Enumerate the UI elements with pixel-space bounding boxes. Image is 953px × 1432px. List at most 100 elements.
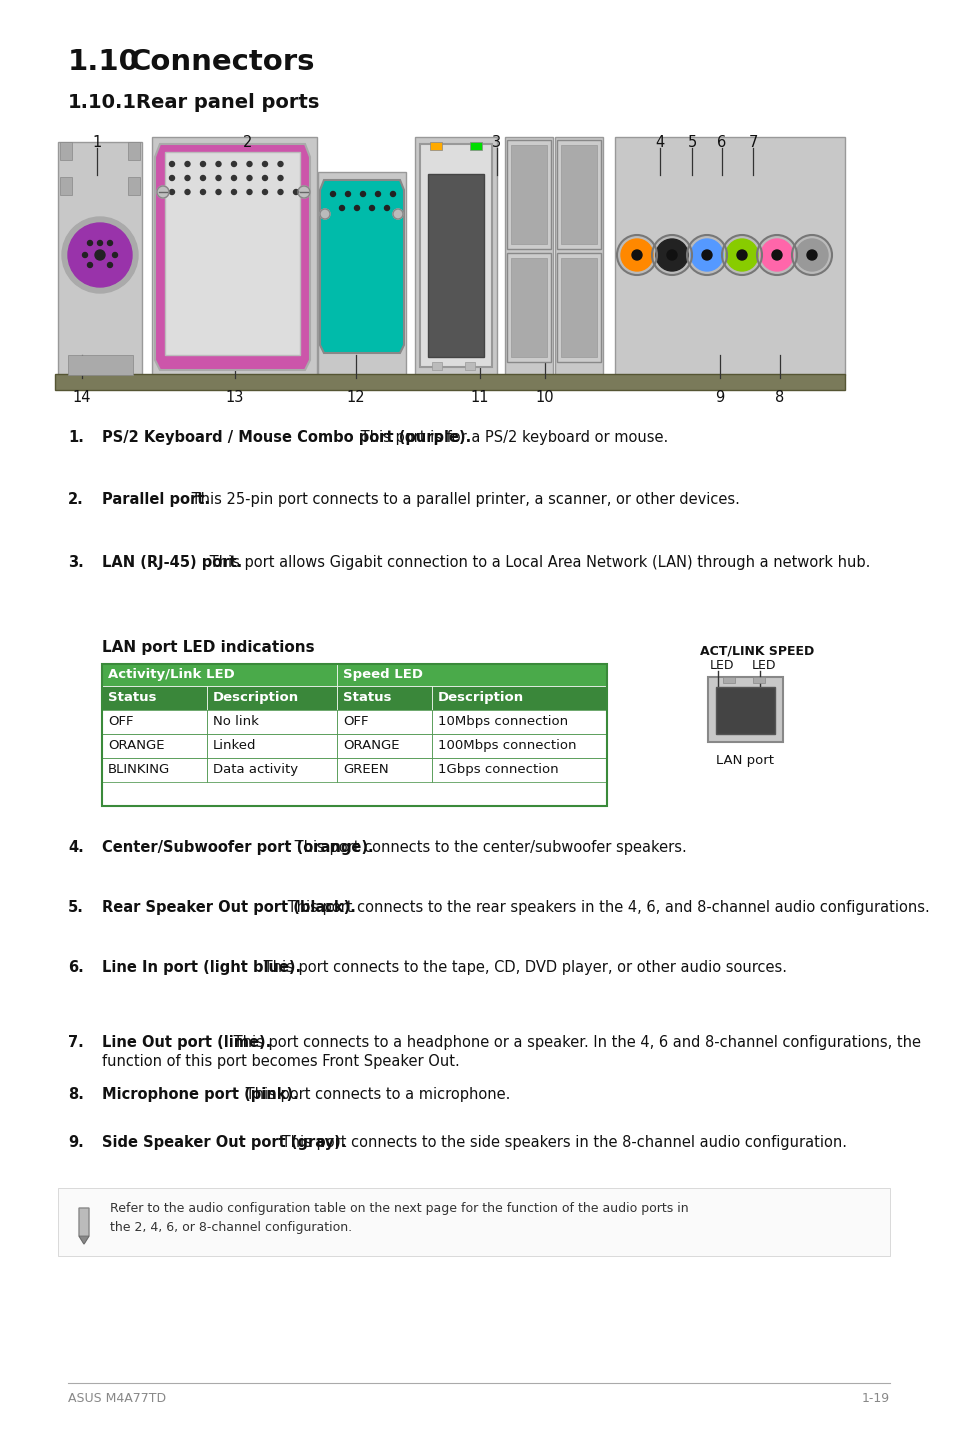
Text: 12: 12 <box>346 390 365 405</box>
Bar <box>317 172 406 375</box>
Bar <box>415 137 497 375</box>
Bar <box>58 142 142 375</box>
Bar <box>336 664 606 686</box>
Circle shape <box>262 189 267 195</box>
Bar <box>102 735 207 758</box>
Circle shape <box>666 251 677 261</box>
Circle shape <box>170 162 174 166</box>
Circle shape <box>721 235 761 275</box>
Text: the 2, 4, 6, or 8-channel configuration.: the 2, 4, 6, or 8-channel configuration. <box>110 1221 352 1234</box>
Bar <box>432 735 606 758</box>
Bar <box>102 664 336 686</box>
Circle shape <box>360 192 365 196</box>
Text: ACT/LINK SPEED: ACT/LINK SPEED <box>700 644 814 657</box>
Circle shape <box>170 176 174 180</box>
Circle shape <box>277 189 283 195</box>
Circle shape <box>757 235 796 275</box>
Circle shape <box>262 176 267 180</box>
Text: Rear Speaker Out port (black).: Rear Speaker Out port (black). <box>102 899 355 915</box>
Text: This port connects to the rear speakers in the 4, 6, and 8-channel audio configu: This port connects to the rear speakers … <box>283 899 929 915</box>
Text: 8: 8 <box>775 390 783 405</box>
Bar <box>207 758 336 782</box>
Circle shape <box>232 189 236 195</box>
Bar <box>102 664 606 806</box>
Circle shape <box>355 206 359 211</box>
Bar <box>336 686 432 710</box>
Text: 10Mbps connection: 10Mbps connection <box>437 715 568 727</box>
Text: 13: 13 <box>226 390 244 405</box>
Circle shape <box>200 189 205 195</box>
Text: Description: Description <box>437 692 523 705</box>
Circle shape <box>701 251 711 261</box>
Text: Speed LED: Speed LED <box>343 667 422 682</box>
Polygon shape <box>79 1236 89 1244</box>
Text: This port is for a PS/2 keyboard or mouse.: This port is for a PS/2 keyboard or mous… <box>355 430 668 445</box>
Bar <box>336 735 432 758</box>
Bar <box>432 686 606 710</box>
Circle shape <box>112 252 117 258</box>
Text: 7.: 7. <box>68 1035 84 1050</box>
Bar <box>60 142 71 160</box>
Polygon shape <box>79 1209 89 1244</box>
Bar <box>60 178 71 195</box>
Bar <box>336 758 432 782</box>
Circle shape <box>232 162 236 166</box>
Circle shape <box>631 251 641 261</box>
Circle shape <box>247 189 252 195</box>
Bar <box>419 145 492 367</box>
Text: LED: LED <box>709 659 734 672</box>
Bar <box>504 137 553 375</box>
Text: 8.: 8. <box>68 1087 84 1103</box>
Text: Status: Status <box>108 692 156 705</box>
Text: Line Out port (lime).: Line Out port (lime). <box>102 1035 271 1050</box>
Bar <box>68 355 132 375</box>
Bar <box>128 142 140 160</box>
Circle shape <box>656 239 687 271</box>
Text: 1Gbps connection: 1Gbps connection <box>437 763 558 776</box>
Text: 14: 14 <box>72 390 91 405</box>
Circle shape <box>617 235 657 275</box>
Circle shape <box>297 186 310 198</box>
Text: ORANGE: ORANGE <box>108 739 164 752</box>
Bar <box>615 137 844 375</box>
Bar <box>58 1189 889 1256</box>
Circle shape <box>215 189 221 195</box>
Bar <box>560 258 597 357</box>
Circle shape <box>95 251 105 261</box>
Text: function of this port becomes Front Speaker Out.: function of this port becomes Front Spea… <box>102 1054 459 1070</box>
Circle shape <box>200 176 205 180</box>
Text: LED: LED <box>751 659 776 672</box>
Polygon shape <box>319 180 403 354</box>
Circle shape <box>771 251 781 261</box>
Circle shape <box>215 176 221 180</box>
Circle shape <box>686 235 726 275</box>
Circle shape <box>97 241 102 245</box>
Circle shape <box>108 262 112 268</box>
Circle shape <box>277 162 283 166</box>
Text: This port allows Gigabit connection to a Local Area Network (LAN) through a netw: This port allows Gigabit connection to a… <box>205 556 869 570</box>
Text: 2: 2 <box>243 135 253 150</box>
Circle shape <box>375 192 380 196</box>
Bar <box>128 178 140 195</box>
Bar <box>430 142 441 150</box>
Text: LAN port: LAN port <box>716 755 773 768</box>
Circle shape <box>690 239 722 271</box>
Circle shape <box>68 223 132 286</box>
Text: 6.: 6. <box>68 959 84 975</box>
Bar <box>557 140 600 249</box>
Bar <box>207 710 336 735</box>
Text: 7: 7 <box>747 135 757 150</box>
Text: 1-19: 1-19 <box>861 1392 889 1405</box>
Text: Activity/Link LED: Activity/Link LED <box>108 667 234 682</box>
Bar <box>511 258 546 357</box>
Text: 100Mbps connection: 100Mbps connection <box>437 739 576 752</box>
Text: LAN (RJ-45) port.: LAN (RJ-45) port. <box>102 556 242 570</box>
Text: This port connects to a microphone.: This port connects to a microphone. <box>241 1087 510 1103</box>
Bar <box>506 253 551 362</box>
Bar <box>707 677 782 742</box>
Bar <box>511 145 546 243</box>
Text: OFF: OFF <box>108 715 133 727</box>
Bar <box>432 758 606 782</box>
Circle shape <box>185 162 190 166</box>
Text: Parallel port.: Parallel port. <box>102 493 210 507</box>
